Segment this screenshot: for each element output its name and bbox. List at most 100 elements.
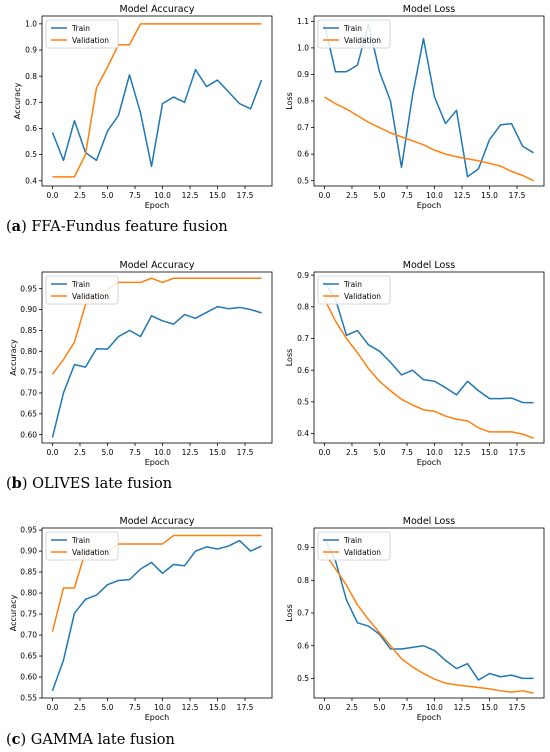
- x-tick-label: 17.5: [509, 191, 526, 200]
- x-tick-label: 10.0: [426, 703, 443, 712]
- x-tick-label: 2.5: [74, 703, 86, 712]
- y-tick-label: 0.65: [20, 409, 37, 418]
- x-tick-label: 12.5: [182, 703, 199, 712]
- y-tick-label: 0.80: [20, 347, 37, 356]
- legend-label-validation: Validation: [344, 36, 381, 45]
- x-tick-label: 0.0: [318, 448, 330, 457]
- x-tick-label: 10.0: [154, 448, 171, 457]
- y-tick-label: 0.6: [25, 124, 37, 133]
- x-tick-label: 5.0: [102, 191, 114, 200]
- y-axis-label: Accuracy: [9, 594, 18, 631]
- x-tick-label: 2.5: [346, 448, 358, 457]
- x-tick-label: 7.5: [129, 191, 141, 200]
- caption-a-text: FFA-Fundus feature fusion: [31, 219, 228, 235]
- series-line-validation: [324, 96, 534, 182]
- x-tick-label: 0.0: [46, 448, 58, 457]
- x-tick-label: 5.0: [374, 448, 386, 457]
- plot-frame: [313, 15, 545, 187]
- y-tick-label: 1.0: [297, 43, 309, 52]
- y-tick-label: 0.9: [297, 70, 309, 79]
- series-line-train: [51, 68, 263, 168]
- plot-frame: [313, 271, 545, 444]
- x-tick-label: 10.0: [154, 191, 171, 200]
- series-line-train: [51, 305, 262, 438]
- caption-b: (b) OLIVES late fusion: [6, 475, 173, 492]
- legend-box: [317, 531, 391, 561]
- legend: Train Validation: [45, 19, 119, 49]
- y-tick-label: 0.60: [20, 673, 37, 682]
- y-tick-label: 0.6: [297, 150, 309, 159]
- x-tick-label: 2.5: [74, 191, 86, 200]
- plot-frame: [41, 271, 273, 444]
- legend-label-validation: Validation: [72, 36, 109, 45]
- y-tick-label: 1.1: [297, 17, 309, 26]
- caption-c: (c) GAMMA late fusion: [6, 731, 175, 748]
- plot-frame: [41, 527, 273, 699]
- y-tick-label: 0.95: [20, 284, 37, 293]
- x-tick-label: 2.5: [346, 191, 358, 200]
- x-tick-label: 17.5: [237, 448, 254, 457]
- y-tick-label: 0.7: [25, 98, 37, 107]
- y-tick-label: 0.5: [297, 397, 309, 406]
- y-tick-label: 0.5: [25, 150, 37, 159]
- y-tick-label: 1.0: [25, 19, 37, 28]
- series-line-validation: [52, 23, 262, 178]
- y-tick-label: 0.8: [25, 72, 37, 81]
- y-tick-label: 0.75: [20, 368, 37, 377]
- x-axis-label: Epoch: [417, 201, 442, 210]
- legend-box: [317, 275, 391, 305]
- x-tick-label: 17.5: [509, 448, 526, 457]
- chart-title: Model Accuracy: [120, 260, 195, 271]
- chart-panel: Model Accuracy 0.0 2.5 5.0 7.5 10.0 12.5 15.0 17…: [9, 516, 273, 722]
- x-tick-label: 0.0: [318, 703, 330, 712]
- x-tick-label: 2.5: [74, 448, 86, 457]
- x-tick-label: 17.5: [237, 191, 254, 200]
- x-axis-label: Epoch: [145, 458, 170, 467]
- x-axis-label: Epoch: [145, 201, 170, 210]
- y-tick-label: 0.6: [297, 366, 309, 375]
- y-tick-label: 0.95: [20, 526, 37, 535]
- x-tick-label: 15.0: [209, 448, 226, 457]
- y-tick-label: 0.7: [297, 334, 309, 343]
- chart-panel: Model Accuracy 0.0 2.5 5.0 7.5 10.0 12.5 15.0 17…: [13, 4, 273, 210]
- y-tick-label: 0.7: [297, 123, 309, 132]
- y-axis-label: Loss: [285, 604, 294, 622]
- chart-title: Model Loss: [403, 260, 455, 271]
- legend: Train Validation: [317, 19, 391, 49]
- x-tick-label: 5.0: [374, 703, 386, 712]
- y-tick-label: 0.4: [25, 176, 37, 185]
- caption-a: (a) FFA-Fundus feature fusion: [6, 218, 228, 235]
- y-tick-label: 0.60: [20, 430, 37, 439]
- x-tick-label: 0.0: [46, 703, 58, 712]
- y-tick-label: 0.5: [297, 176, 309, 185]
- caption-a-letter: a: [11, 218, 22, 235]
- y-tick-label: 0.7: [297, 609, 309, 618]
- legend-label-train: Train: [71, 536, 90, 545]
- legend-label-train: Train: [71, 280, 90, 289]
- x-tick-label: 15.0: [209, 191, 226, 200]
- x-tick-label: 10.0: [154, 703, 171, 712]
- legend-label-validation: Validation: [344, 548, 381, 557]
- y-tick-label: 0.8: [297, 97, 309, 106]
- y-tick-label: 0.70: [20, 389, 37, 398]
- x-tick-label: 7.5: [129, 703, 141, 712]
- x-tick-label: 0.0: [318, 191, 330, 200]
- y-tick-label: 0.8: [297, 302, 309, 311]
- chart-title: Model Loss: [403, 516, 455, 527]
- y-axis-label: Loss: [285, 349, 294, 367]
- caption-b-text: OLIVES late fusion: [32, 476, 173, 492]
- x-tick-label: 10.0: [426, 191, 443, 200]
- x-axis-label: Epoch: [417, 458, 442, 467]
- x-tick-label: 5.0: [102, 448, 114, 457]
- y-axis-label: Accuracy: [9, 339, 18, 376]
- y-axis-label: Accuracy: [13, 82, 22, 119]
- y-tick-label: 0.70: [20, 631, 37, 640]
- x-tick-label: 15.0: [481, 703, 498, 712]
- x-tick-label: 17.5: [237, 703, 254, 712]
- x-tick-label: 10.0: [426, 448, 443, 457]
- legend: Train Validation: [45, 531, 119, 561]
- y-tick-label: 0.90: [20, 305, 37, 314]
- chart-panel: Model Accuracy 0.0 2.5 5.0 7.5 10.0 12.5 15.0 17…: [9, 260, 273, 467]
- y-tick-label: 0.9: [297, 271, 309, 280]
